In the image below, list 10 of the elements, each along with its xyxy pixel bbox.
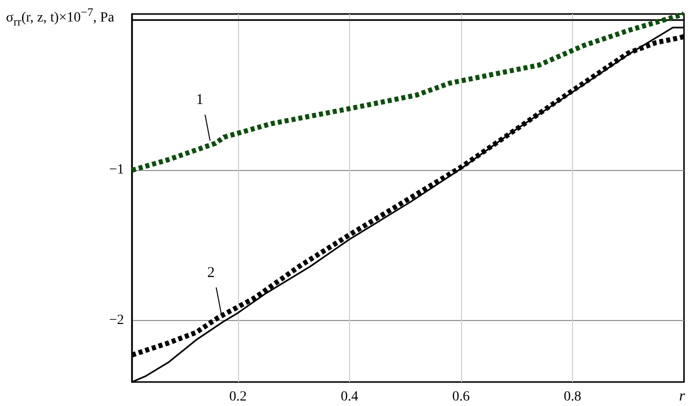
- x-tick-label: 0.2: [229, 390, 247, 404]
- x-tick-label: 0.6: [452, 390, 470, 404]
- annotation: 1: [196, 92, 204, 108]
- x-tick-label: 0.8: [564, 390, 582, 404]
- y-tick-label: −1: [109, 162, 124, 178]
- x-axis-title: r: [679, 388, 686, 404]
- y-tick-label: −2: [109, 312, 124, 328]
- x-tick-label: 0.4: [340, 390, 358, 404]
- y-axis-title: σ$_{rr}$(r, z, t)×10$^{−7}$, Pa: [6, 6, 114, 28]
- annotation: 2: [207, 264, 215, 281]
